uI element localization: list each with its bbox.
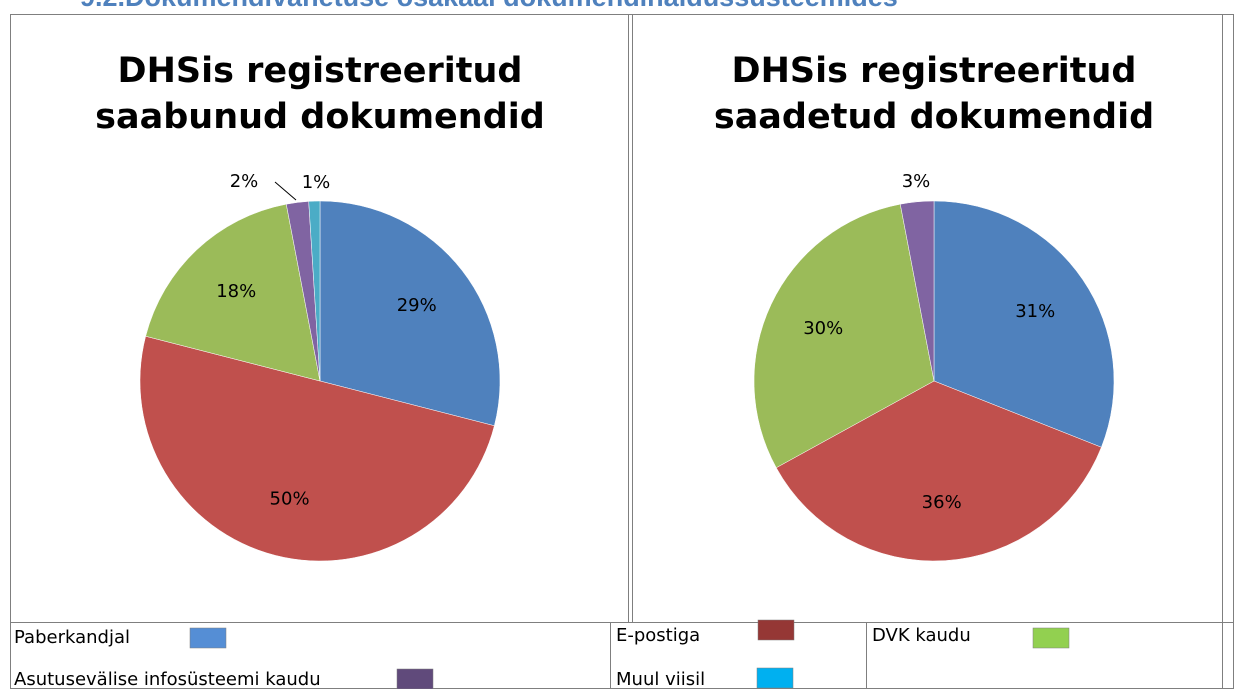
- data-label: 50%: [270, 489, 310, 510]
- pie-slice: [753, 203, 935, 469]
- data-label: 3%: [902, 171, 931, 192]
- legend-swatch: [757, 619, 795, 641]
- data-label: 31%: [1015, 301, 1055, 322]
- legend-swatch: [1032, 627, 1070, 649]
- chart-title: DHSis registreeritud: [118, 51, 523, 91]
- legend-swatch: [189, 627, 227, 649]
- pie-slice: [139, 335, 495, 562]
- legend-label: DVK kaudu: [872, 625, 971, 646]
- pie-slice: [933, 200, 1115, 448]
- data-label: 30%: [803, 318, 843, 339]
- data-label: 2%: [230, 171, 259, 192]
- pie-slice: [319, 200, 501, 427]
- legend-label: Asutusevälise infosüsteemi kaudu: [14, 669, 321, 689]
- chart-title: saabunud dokumendid: [95, 97, 545, 137]
- heading: 9.2.Dokumendivahetuse osakaal dokumendih…: [80, 0, 898, 12]
- data-label: 29%: [397, 295, 437, 316]
- pie-slice: [308, 200, 321, 382]
- legend-swatch: [396, 668, 434, 689]
- pie-slice: [145, 203, 321, 382]
- legend-label: Muul viisil: [616, 669, 705, 689]
- data-label: 1%: [302, 172, 331, 193]
- chart-title: DHSis registreeritud: [732, 51, 1137, 91]
- data-label: 36%: [922, 492, 962, 513]
- pie-slice: [775, 380, 1102, 562]
- leader-line: [274, 181, 297, 201]
- data-label: 18%: [216, 281, 256, 302]
- chart-title: saadetud dokumendid: [714, 97, 1154, 137]
- legend-label: E-postiga: [616, 625, 700, 646]
- legend-swatch: [756, 667, 794, 689]
- legend-label: Paberkandjal: [14, 627, 130, 648]
- pie-slice: [899, 200, 935, 382]
